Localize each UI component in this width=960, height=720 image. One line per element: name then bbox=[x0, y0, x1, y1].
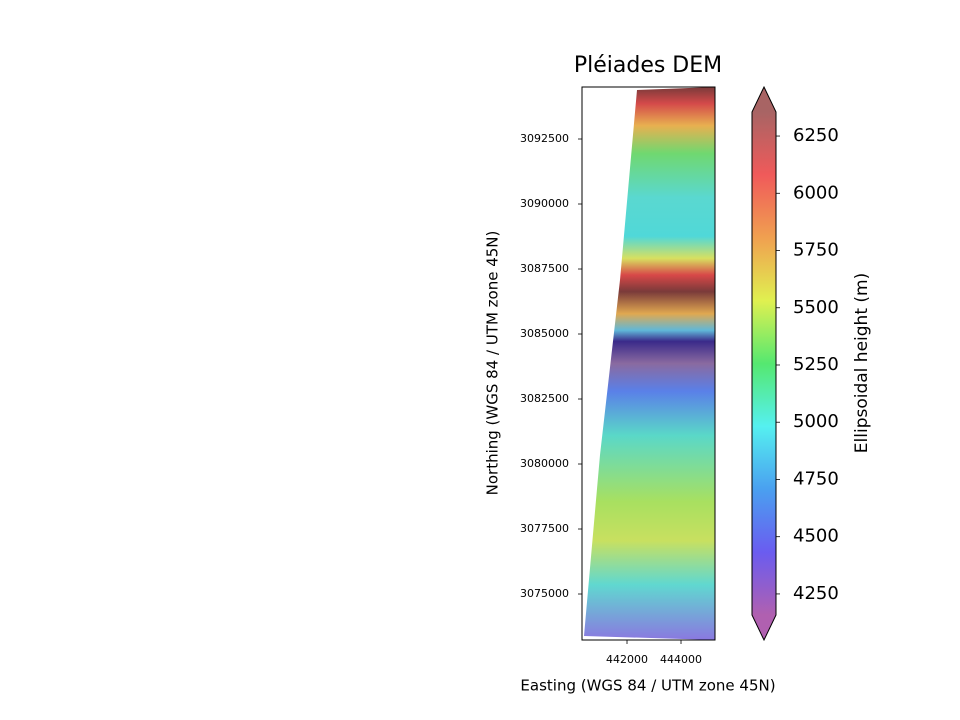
colorbar-label: Ellipsoidal height (m) bbox=[852, 273, 872, 453]
y-tick-label: 3082500 bbox=[520, 392, 569, 405]
colorbar-tick-label: 5000 bbox=[793, 411, 839, 432]
y-tick-label: 3085000 bbox=[520, 327, 569, 340]
plot-layer: 442000 444000 3075000 3077500 3080000 3082500… bbox=[520, 85, 839, 666]
colorbar-tick-label: 6000 bbox=[793, 182, 839, 203]
chart-title: Pléiades DEM bbox=[574, 53, 722, 78]
colorbar-outline bbox=[751, 85, 777, 642]
y-tick-label: 3075000 bbox=[520, 587, 569, 600]
axes-frame bbox=[581, 86, 716, 641]
colorbar-tick-label: 5750 bbox=[793, 240, 839, 261]
colorbar-tick-label: 6250 bbox=[793, 125, 839, 146]
dem-image bbox=[584, 87, 715, 640]
colorbar-extend-bottom bbox=[752, 615, 776, 640]
y-tick-label: 3080000 bbox=[520, 457, 569, 470]
y-tick-label: 3077500 bbox=[520, 522, 569, 535]
colorbar-body bbox=[752, 112, 776, 615]
colorbar-tick-label: 5500 bbox=[793, 297, 839, 318]
colorbar-tick-label: 4750 bbox=[793, 468, 839, 489]
x-tick-label: 442000 bbox=[606, 653, 648, 666]
x-axis-label: Easting (WGS 84 / UTM zone 45N) bbox=[520, 677, 775, 695]
y-tick-label: 3087500 bbox=[520, 262, 569, 275]
x-tick-label: 444000 bbox=[660, 653, 702, 666]
colorbar-tick-label: 5250 bbox=[793, 354, 839, 375]
colorbar-tick-label: 4500 bbox=[793, 526, 839, 547]
y-axis-label: Northing (WGS 84 / UTM zone 45N) bbox=[484, 231, 502, 496]
colorbar-tick-label: 4250 bbox=[793, 583, 839, 604]
y-tick-label: 3090000 bbox=[520, 197, 569, 210]
colorbar-extend-top bbox=[752, 87, 776, 112]
y-tick-label: 3092500 bbox=[520, 132, 569, 145]
